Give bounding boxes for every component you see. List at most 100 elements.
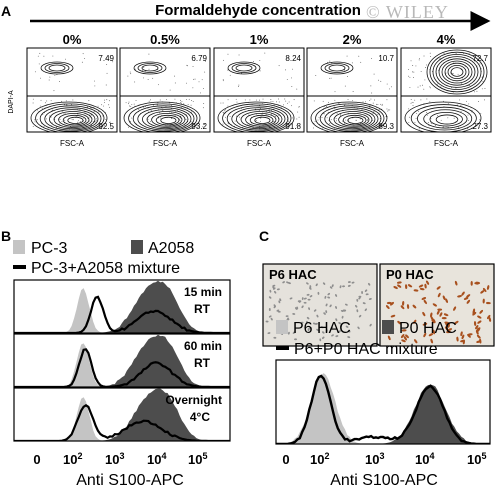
event-dot [270,99,272,100]
event-dot [240,108,242,110]
plot-frame [213,47,305,133]
event-dot [422,84,423,86]
event-dot [330,119,332,121]
contour-line [333,111,373,128]
cell [327,296,331,299]
event-dot [90,107,92,109]
event-dot [174,98,176,100]
event-dot [160,117,162,119]
cell [356,298,359,302]
event-dot [287,102,289,104]
event-dot [369,100,371,101]
cell [472,308,476,314]
contour-line [342,114,367,126]
event-dot [291,105,293,107]
cell [351,281,355,284]
event-dot [362,101,364,103]
cell [362,302,366,305]
tick-10e5: 105 [188,451,207,467]
event-dot [343,104,345,106]
event-dot [34,121,36,123]
contour-density [123,53,206,132]
event-dot [259,99,261,101]
event-dot [128,101,130,103]
cell [386,301,392,305]
contour-line [429,51,485,93]
event-dot [478,101,480,103]
cell [279,298,282,302]
event-dot [52,55,54,57]
event-dot [94,85,96,87]
cell [390,301,394,306]
cell [405,334,409,339]
event-dot [141,70,143,71]
event-dot [103,125,105,127]
event-dot [259,108,261,110]
event-dot [56,74,58,76]
panel-a-letter: A [1,3,11,19]
histogram-2: Overnight 4°C [13,387,231,442]
event-dot [352,91,354,92]
event-dot [95,118,97,120]
event-dot [50,100,52,102]
cell [331,334,334,337]
cell [335,306,338,309]
event-dot [329,123,331,125]
cell [406,304,410,309]
timepoint-label: 15 min [184,285,222,299]
flow-plots-row: 0% 7.49 92.5 FSC-A 0.5% 6.79 93.2 FSC-A 1% 8.24 91… [26,32,492,148]
event-dot [255,120,257,122]
contour-line [58,113,90,127]
cell [419,287,425,291]
event-dot [192,87,194,89]
cell [443,313,449,317]
event-dot [32,98,34,100]
event-dot [476,123,478,125]
event-dot [148,68,150,70]
panel-b-xlabel: Anti S100-APC [76,472,184,489]
concentration-label: 4% [437,32,456,47]
cell [436,310,440,315]
cell [402,300,405,306]
event-dot [484,128,486,130]
event-dot [65,58,66,60]
event-dot [72,99,74,101]
event-dot [369,105,371,107]
cell [329,286,333,289]
event-dot [185,82,187,84]
event-dot [429,101,431,103]
event-dot [227,69,229,71]
cell [430,312,433,318]
event-dot [360,61,362,63]
micrograph-p0: P0 HAC [379,263,495,347]
cell [340,309,344,312]
event-dot [334,108,336,110]
contour-line [435,56,479,88]
cell [368,298,372,300]
event-dot [72,119,74,121]
event-dot [223,112,225,114]
cell [486,285,490,290]
event-dot [130,73,132,75]
concentration-label: 1% [250,32,269,47]
event-dot [286,118,288,120]
event-dot [43,55,45,57]
event-dot [440,119,442,121]
event-dot [235,98,237,100]
tick-10e4: 104 [147,451,166,467]
event-dot [336,112,338,114]
event-dot [185,118,187,120]
event-dot [295,127,296,129]
cell [470,280,473,286]
event-dot [61,111,63,113]
event-dot [150,120,152,122]
cell [444,326,449,331]
cell [364,308,367,312]
contour-line [48,64,66,72]
event-dot [129,71,131,73]
cell [286,318,290,321]
event-dot [385,116,387,118]
histogram-frame [13,333,231,388]
event-dot [326,105,328,107]
event-dot [430,56,432,57]
